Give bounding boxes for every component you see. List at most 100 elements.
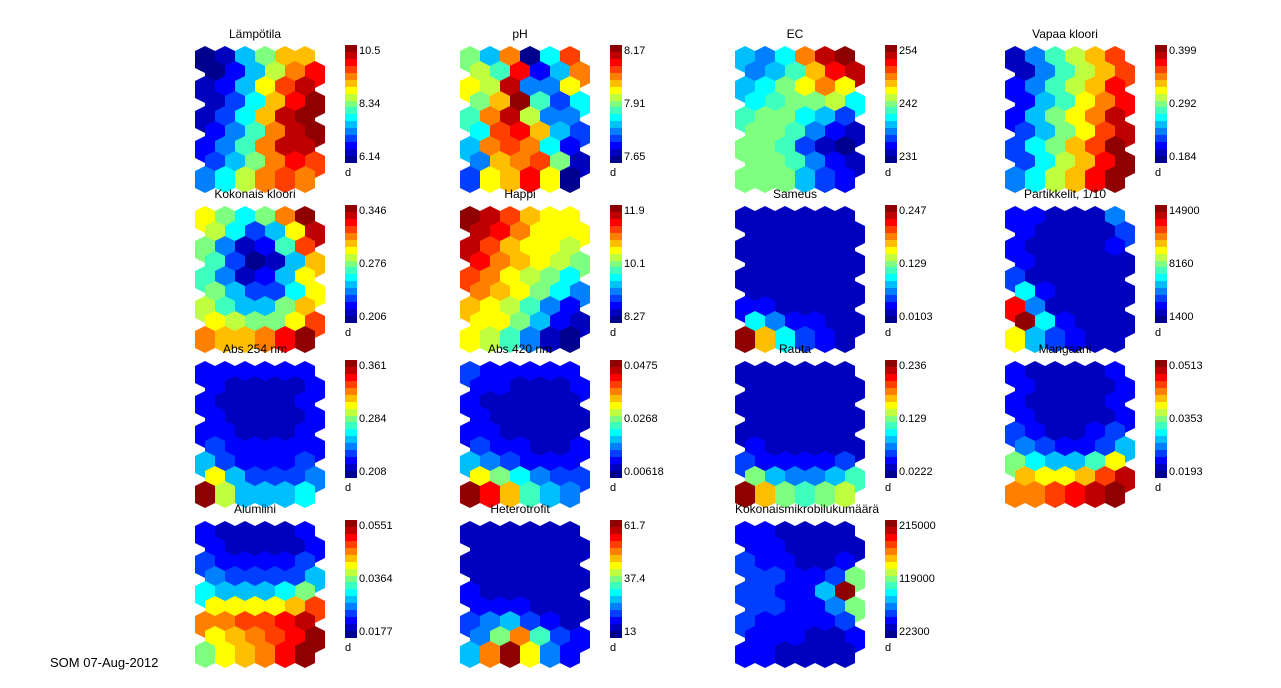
panel-title: Partikkelit, 1/10: [1005, 187, 1125, 201]
hex-cell: [235, 646, 255, 663]
colorbar-tick: 61.7: [624, 520, 645, 532]
colorbar-tick: 254: [899, 45, 917, 57]
colorbar-tick: 0.206: [359, 311, 387, 323]
colorbar-tick: 0.0177: [359, 626, 393, 638]
colorbar-tick: 0.0353: [1169, 413, 1203, 425]
hex-cell: [1005, 171, 1025, 188]
hex-cell: [560, 171, 580, 188]
hex-cell: [755, 486, 775, 503]
colorbar-tick: 10.1: [624, 258, 645, 270]
hex-cell: [520, 486, 540, 503]
colorbar-tick: 11.9: [624, 205, 645, 217]
colorbar: 11.910.18.27: [610, 205, 622, 323]
panel-l-mp-tila: Lämpötila10.58.346.14d: [195, 45, 315, 175]
hex-cell: [1045, 171, 1065, 188]
hex-map: [460, 520, 580, 650]
hex-map: [195, 45, 315, 175]
panel-happi: Happi11.910.18.27d: [460, 205, 580, 335]
hex-cell: [500, 171, 520, 188]
hex-cell: [1105, 486, 1125, 503]
colorbar: 254242231: [885, 45, 897, 163]
hex-cell: [1085, 486, 1105, 503]
colorbar: 0.3990.2920.184: [1155, 45, 1167, 163]
hex-cell: [480, 171, 500, 188]
hex-cell: [795, 646, 815, 663]
colorbar-tick: 0.0222: [899, 466, 933, 478]
colorbar-tick: 0.129: [899, 258, 927, 270]
colorbar-tick: 8160: [1169, 258, 1193, 270]
colorbar: 0.04750.02680.00618: [610, 360, 622, 478]
hex-map: [460, 360, 580, 490]
colorbar-tick: 0.292: [1169, 98, 1197, 110]
hex-cell: [1065, 171, 1085, 188]
hex-cell: [215, 171, 235, 188]
panel-title: Mangaani: [1005, 342, 1125, 356]
hex-cell: [735, 171, 755, 188]
hex-map: [735, 45, 855, 175]
colorbar-tick: 10.5: [359, 45, 380, 57]
hex-map: [460, 45, 580, 175]
colorbar-tick: 8.34: [359, 98, 380, 110]
hex-cell: [255, 646, 275, 663]
colorbar-tick: 0.0475: [624, 360, 658, 372]
hex-cell: [460, 486, 480, 503]
hex-cell: [520, 171, 540, 188]
d-label: d: [610, 642, 616, 654]
d-label: d: [885, 167, 891, 179]
colorbar-tick: 14900: [1169, 205, 1200, 217]
hex-cell: [275, 171, 295, 188]
panel-abs-420-nm: Abs 420 nm0.04750.02680.00618d: [460, 360, 580, 490]
hex-map: [735, 205, 855, 335]
hex-cell: [735, 486, 755, 503]
panel-title: Rauta: [735, 342, 855, 356]
colorbar-tick: 0.129: [899, 413, 927, 425]
hex-cell: [500, 646, 520, 663]
colorbar-tick: 37.4: [624, 573, 645, 585]
hex-cell: [500, 486, 520, 503]
hex-cell: [540, 646, 560, 663]
colorbar-tick: 0.0513: [1169, 360, 1203, 372]
d-label: d: [1155, 482, 1161, 494]
hex-map: [1005, 360, 1125, 490]
panel-heterotrofit: Heterotrofit61.737.413d: [460, 520, 580, 650]
hex-map: [1005, 205, 1125, 335]
hex-cell: [815, 171, 835, 188]
colorbar: 0.3460.2760.206: [345, 205, 357, 323]
colorbar-tick: 0.346: [359, 205, 387, 217]
panel-title: Abs 420 nm: [460, 342, 580, 356]
hex-map: [195, 205, 315, 335]
hex-cell: [1105, 171, 1125, 188]
colorbar: 8.177.917.65: [610, 45, 622, 163]
hex-map: [735, 520, 855, 650]
hex-cell: [1005, 486, 1025, 503]
panel-title: EC: [735, 27, 855, 41]
colorbar-tick: 0.0364: [359, 573, 393, 585]
colorbar-tick: 215000: [899, 520, 936, 532]
hex-cell: [755, 171, 775, 188]
colorbar-tick: 8.17: [624, 45, 645, 57]
hex-cell: [215, 646, 235, 663]
colorbar: 0.2470.1290.0103: [885, 205, 897, 323]
colorbar: 0.05510.03640.0177: [345, 520, 357, 638]
hex-cell: [835, 171, 855, 188]
d-label: d: [610, 482, 616, 494]
colorbar: 61.737.413: [610, 520, 622, 638]
hex-cell: [195, 486, 215, 503]
panel-title: Vapaa kloori: [1005, 27, 1125, 41]
hex-cell: [480, 486, 500, 503]
hex-cell: [460, 171, 480, 188]
colorbar-tick: 0.284: [359, 413, 387, 425]
hex-cell: [255, 171, 275, 188]
colorbar: 1490081601400: [1155, 205, 1167, 323]
colorbar-tick: 0.0103: [899, 311, 933, 323]
hex-cell: [460, 646, 480, 663]
colorbar-tick: 13: [624, 626, 636, 638]
hex-map: [195, 520, 315, 650]
panel-title: Lämpötila: [195, 27, 315, 41]
d-label: d: [885, 642, 891, 654]
hex-cell: [1065, 486, 1085, 503]
d-label: d: [885, 327, 891, 339]
hex-cell: [215, 486, 235, 503]
hex-cell: [275, 646, 295, 663]
panel-title: Sameus: [735, 187, 855, 201]
